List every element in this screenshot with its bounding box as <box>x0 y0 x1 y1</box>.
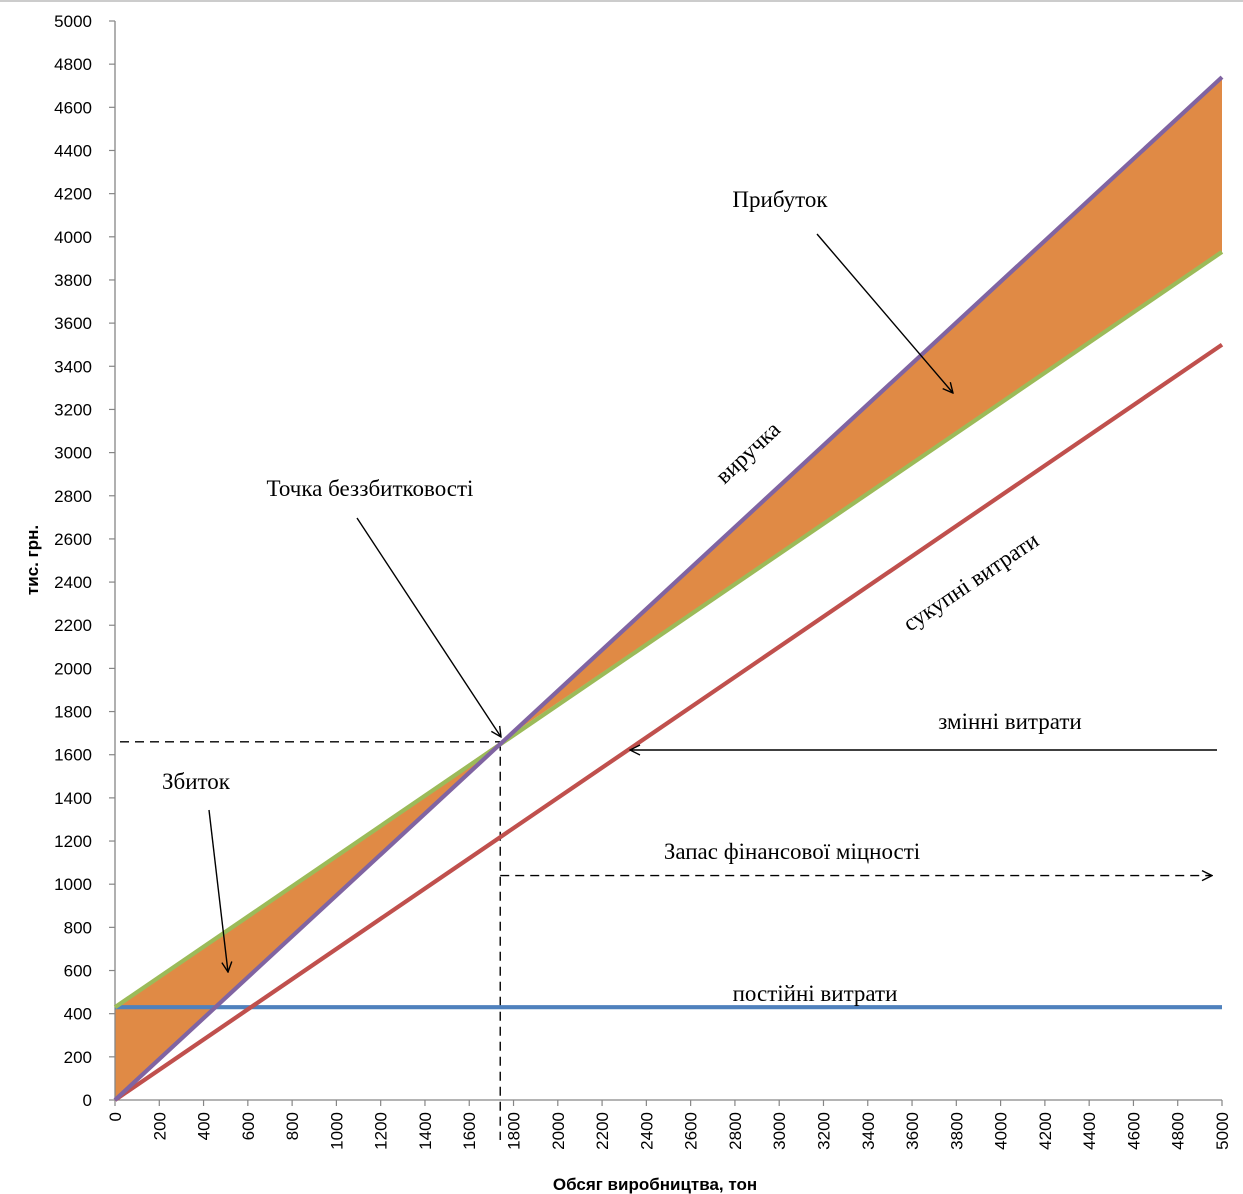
break-even-label: Точка беззбитковості <box>267 476 474 501</box>
y-tick-label: 4400 <box>54 141 92 160</box>
x-tick-label: 5000 <box>1213 1112 1232 1150</box>
y-tick-label: 0 <box>83 1091 92 1110</box>
y-tick-label: 3200 <box>54 400 92 419</box>
y-tick-label: 2600 <box>54 530 92 549</box>
x-tick-label: 4200 <box>1036 1112 1055 1150</box>
y-tick-label: 3000 <box>54 444 92 463</box>
total-line <box>113 250 1224 1009</box>
x-tick-label: 2000 <box>549 1112 568 1150</box>
x-tick-label: 1000 <box>327 1112 346 1150</box>
y-tick-label: 3400 <box>54 357 92 376</box>
x-tick-labels: 0 200 400 600 800 1000 1200 1400 1600 1800 2000 220… <box>106 1112 1232 1150</box>
y-axis-title: тис. грн. <box>23 525 42 595</box>
safety-margin-label: Запас фінансової міцності <box>664 839 920 864</box>
x-tick-label: 1800 <box>505 1112 524 1150</box>
break-even-guides <box>120 741 1212 1140</box>
y-tick-label: 2200 <box>54 616 92 635</box>
y-tick-label: 800 <box>64 918 92 937</box>
x-tick-label: 4400 <box>1080 1112 1099 1150</box>
x-tick-label: 2400 <box>637 1112 656 1150</box>
variable-line <box>113 342 1224 1102</box>
y-tick-label: 1000 <box>54 875 92 894</box>
x-tick-label: 1600 <box>460 1112 479 1150</box>
x-tick-label: 1400 <box>416 1112 435 1150</box>
y-tick-label: 600 <box>64 962 92 981</box>
x-tick-label: 600 <box>239 1112 258 1140</box>
x-tick-label: 800 <box>283 1112 302 1140</box>
y-tick-label: 1600 <box>54 746 92 765</box>
x-tick-label: 2600 <box>682 1112 701 1150</box>
x-tick-label: 3400 <box>859 1112 878 1150</box>
y-tick-label: 4800 <box>54 55 92 74</box>
y-tick-label: 1400 <box>54 789 92 808</box>
profit-arrow <box>816 233 953 393</box>
y-tick-label: 400 <box>64 1005 92 1024</box>
axes <box>109 20 1223 1106</box>
y-tick-label: 2400 <box>54 573 92 592</box>
x-tick-label: 1200 <box>372 1112 391 1150</box>
x-tick-label: 3200 <box>815 1112 834 1150</box>
profit-label: Прибуток <box>732 187 828 212</box>
x-tick-label: 2800 <box>726 1112 745 1150</box>
x-tick-label: 2200 <box>593 1112 612 1150</box>
annotation-arrows <box>208 233 1217 972</box>
x-axis-title: Обсяг виробництва, тон <box>553 1175 757 1194</box>
x-tick-label: 4000 <box>992 1112 1011 1150</box>
x-tick-label: 3600 <box>903 1112 922 1150</box>
revenue-line <box>113 75 1224 1102</box>
loss-label: Збиток <box>162 769 231 794</box>
y-tick-label: 5000 <box>54 12 92 31</box>
y-tick-label: 2800 <box>54 487 92 506</box>
fixed-costs-label: постійні витрати <box>733 981 898 1006</box>
y-tick-label: 2000 <box>54 659 92 678</box>
break-even-arrow <box>356 517 501 737</box>
x-tick-label: 3800 <box>947 1112 966 1150</box>
y-tick-label: 1200 <box>54 832 92 851</box>
variable-costs-label: змінні витрати <box>938 709 1081 734</box>
x-tick-label: 400 <box>195 1112 214 1140</box>
x-tick-label: 3000 <box>770 1112 789 1150</box>
x-tick-label: 0 <box>106 1112 125 1121</box>
y-tick-label: 4000 <box>54 228 92 247</box>
y-tick-label: 3600 <box>54 314 92 333</box>
x-tick-label: 4800 <box>1169 1112 1188 1150</box>
y-tick-label: 1800 <box>54 703 92 722</box>
y-tick-labels: 0 200 400 600 800 1000 1200 1400 1600 1800 2000 220… <box>54 12 92 1110</box>
series-lines <box>113 75 1224 1102</box>
y-tick-label: 3800 <box>54 271 92 290</box>
y-tick-label: 4600 <box>54 98 92 117</box>
x-tick-label: 4600 <box>1124 1112 1143 1150</box>
loss-arrow <box>208 809 228 972</box>
x-tick-label: 200 <box>150 1112 169 1140</box>
y-tick-label: 200 <box>64 1048 92 1067</box>
y-tick-label: 4200 <box>54 185 92 204</box>
